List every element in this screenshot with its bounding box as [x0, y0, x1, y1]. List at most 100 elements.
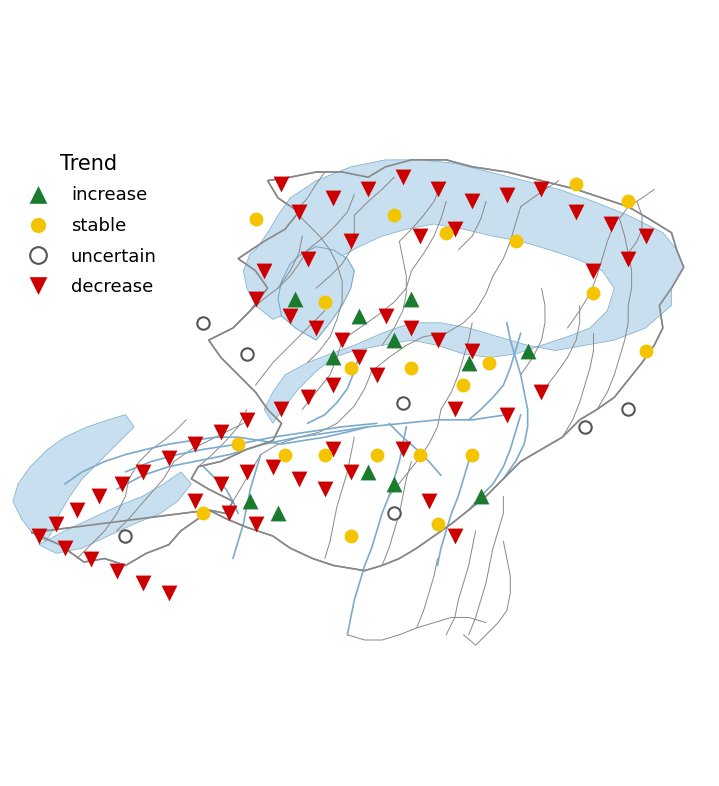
Point — [33, 530, 45, 542]
Point — [510, 235, 521, 248]
Point — [345, 465, 357, 478]
Point — [116, 478, 128, 490]
Point — [198, 507, 209, 520]
Point — [137, 465, 149, 478]
Point — [258, 265, 270, 277]
Point — [163, 587, 175, 600]
Point — [328, 192, 339, 204]
Point — [388, 507, 400, 520]
Point — [371, 369, 383, 381]
Point — [345, 235, 357, 248]
Point — [431, 183, 443, 196]
Point — [276, 178, 288, 190]
Point — [302, 252, 313, 265]
Point — [467, 195, 478, 208]
Point — [362, 183, 374, 196]
Point — [273, 507, 284, 520]
Point — [406, 321, 417, 334]
Point — [267, 461, 278, 473]
Point — [189, 495, 201, 508]
Point — [276, 403, 288, 416]
Point — [328, 351, 339, 364]
Point — [59, 542, 70, 554]
Point — [311, 321, 322, 334]
Point — [623, 403, 634, 416]
Point — [198, 317, 209, 329]
Point — [215, 478, 226, 490]
Point — [241, 465, 252, 478]
Point — [244, 495, 256, 508]
Point — [279, 448, 290, 461]
Point — [120, 530, 132, 542]
Point — [163, 452, 175, 465]
Point — [449, 530, 461, 542]
Point — [536, 183, 547, 196]
Point — [345, 530, 357, 542]
Point — [536, 386, 547, 399]
Point — [570, 206, 582, 219]
Point — [137, 576, 149, 589]
Point — [328, 443, 339, 456]
Point — [388, 334, 400, 347]
Point — [463, 356, 475, 369]
Point — [328, 379, 339, 391]
Point — [522, 344, 533, 357]
Point — [345, 362, 357, 374]
Point — [93, 490, 105, 502]
Point — [414, 448, 426, 461]
Polygon shape — [278, 247, 354, 340]
Point — [388, 209, 400, 222]
Point — [431, 334, 443, 347]
Point — [362, 465, 374, 478]
Point — [232, 438, 244, 450]
Polygon shape — [243, 160, 684, 424]
Point — [336, 334, 348, 347]
Point — [249, 292, 261, 305]
Point — [449, 403, 461, 416]
Point — [397, 171, 408, 183]
Point — [249, 517, 261, 530]
Point — [623, 252, 634, 265]
Point — [241, 347, 252, 360]
Point — [293, 206, 305, 219]
Point — [423, 495, 434, 508]
Polygon shape — [39, 472, 191, 553]
Point — [224, 507, 235, 520]
Point — [302, 391, 313, 404]
Legend: increase, stable, uncertain, decrease: increase, stable, uncertain, decrease — [13, 146, 164, 303]
Point — [319, 448, 331, 461]
Point — [249, 212, 261, 225]
Point — [458, 379, 470, 391]
Point — [371, 448, 383, 461]
Point — [431, 517, 443, 530]
Point — [241, 413, 252, 426]
Point — [293, 472, 305, 485]
Point — [397, 443, 408, 456]
Point — [441, 226, 452, 239]
Point — [319, 296, 331, 308]
Point — [290, 292, 301, 305]
Point — [111, 564, 122, 577]
Point — [467, 344, 478, 357]
Point — [414, 230, 426, 242]
Point — [354, 310, 365, 322]
Point — [215, 426, 226, 439]
Point — [587, 287, 599, 299]
Point — [467, 448, 478, 461]
Point — [50, 517, 62, 530]
Point — [570, 178, 582, 190]
Point — [406, 362, 417, 374]
Point — [605, 218, 617, 230]
Point — [640, 230, 651, 242]
Point — [397, 396, 408, 409]
Point — [587, 265, 599, 277]
Point — [640, 344, 651, 357]
Point — [406, 292, 417, 305]
Point — [484, 356, 495, 369]
Polygon shape — [13, 415, 134, 542]
Point — [579, 421, 590, 433]
Point — [71, 504, 83, 516]
Point — [380, 310, 391, 322]
Point — [388, 478, 400, 490]
Point — [623, 195, 634, 208]
